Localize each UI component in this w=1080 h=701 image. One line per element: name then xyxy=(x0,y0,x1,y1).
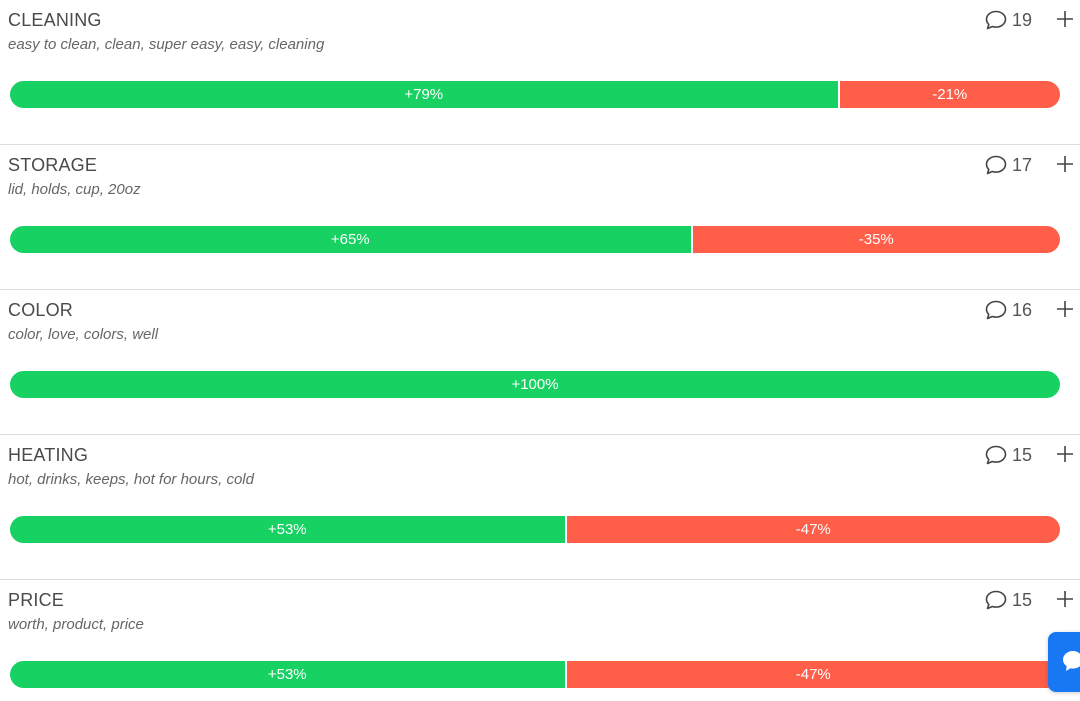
negative-segment: -35% xyxy=(692,226,1060,253)
positive-segment: +79% xyxy=(10,81,840,108)
positive-label: +53% xyxy=(267,521,307,538)
plus-icon[interactable] xyxy=(1052,6,1078,32)
negative-label: -47% xyxy=(795,521,831,538)
speech-bubble-icon xyxy=(985,10,1007,30)
topic-name: PRICE xyxy=(8,590,65,610)
topic-keywords: lid, holds, cup, 20oz xyxy=(8,181,141,198)
chat-bubble-icon xyxy=(1063,651,1080,671)
topic-name: COLOR xyxy=(8,300,74,320)
positive-segment: +100% xyxy=(10,371,1060,398)
topic-row-color: COLOR color, love, colors, well 16 +100% xyxy=(0,290,1080,435)
topic-keywords: easy to clean, clean, super easy, easy, … xyxy=(8,36,325,53)
plus-icon[interactable] xyxy=(1052,586,1078,612)
negative-label: -21% xyxy=(932,86,968,103)
mentions-link[interactable]: 16 xyxy=(984,299,1032,321)
mentions-link[interactable]: 17 xyxy=(984,154,1032,176)
negative-segment: -21% xyxy=(839,81,1060,108)
sentiment-bar: +53% -47% xyxy=(10,661,1060,688)
positive-segment: +53% xyxy=(10,661,567,688)
negative-segment: -47% xyxy=(566,661,1060,688)
positive-label: +100% xyxy=(511,376,559,393)
mention-count: 15 xyxy=(1011,589,1032,610)
plus-icon[interactable] xyxy=(1052,151,1078,177)
topic-row-storage: STORAGE lid, holds, cup, 20oz 17 +65% -3… xyxy=(0,145,1080,290)
speech-bubble-icon xyxy=(985,300,1007,320)
sentiment-bar: +53% -47% xyxy=(10,516,1060,543)
sentiment-bar: +79% -21% xyxy=(10,81,1060,108)
chat-widget-button[interactable] xyxy=(1048,632,1080,692)
negative-label: -47% xyxy=(795,666,831,683)
topic-row-price: PRICE worth, product, price 15 +53% -47% xyxy=(0,580,1080,701)
positive-segment: +53% xyxy=(10,516,567,543)
topic-keywords: worth, product, price xyxy=(8,616,144,633)
topic-row-cleaning: CLEANING easy to clean, clean, super eas… xyxy=(0,0,1080,145)
mentions-link[interactable]: 15 xyxy=(984,444,1032,466)
topic-row-heating: HEATING hot, drinks, keeps, hot for hour… xyxy=(0,435,1080,580)
topic-name: STORAGE xyxy=(8,155,98,175)
positive-segment: +65% xyxy=(10,226,693,253)
mention-count: 15 xyxy=(1011,444,1032,465)
sentiment-bar: +65% -35% xyxy=(10,226,1060,253)
mentions-link[interactable]: 19 xyxy=(984,9,1032,31)
positive-label: +65% xyxy=(330,231,370,248)
sentiment-bar: +100% xyxy=(10,371,1060,398)
positive-label: +53% xyxy=(267,666,307,683)
plus-icon[interactable] xyxy=(1052,441,1078,467)
mention-count: 16 xyxy=(1011,299,1032,320)
mention-count: 19 xyxy=(1011,9,1032,30)
mentions-link[interactable]: 15 xyxy=(984,589,1032,611)
topic-keywords: color, love, colors, well xyxy=(8,326,159,343)
topic-name: HEATING xyxy=(8,445,89,465)
negative-label: -35% xyxy=(858,231,894,248)
topic-name: CLEANING xyxy=(8,10,102,30)
mention-count: 17 xyxy=(1011,154,1032,175)
topic-keywords: hot, drinks, keeps, hot for hours, cold xyxy=(8,471,254,488)
positive-label: +79% xyxy=(404,86,444,103)
plus-icon[interactable] xyxy=(1052,296,1078,322)
speech-bubble-icon xyxy=(985,590,1007,610)
speech-bubble-icon xyxy=(985,155,1007,175)
negative-segment: -47% xyxy=(566,516,1060,543)
speech-bubble-icon xyxy=(985,445,1007,465)
